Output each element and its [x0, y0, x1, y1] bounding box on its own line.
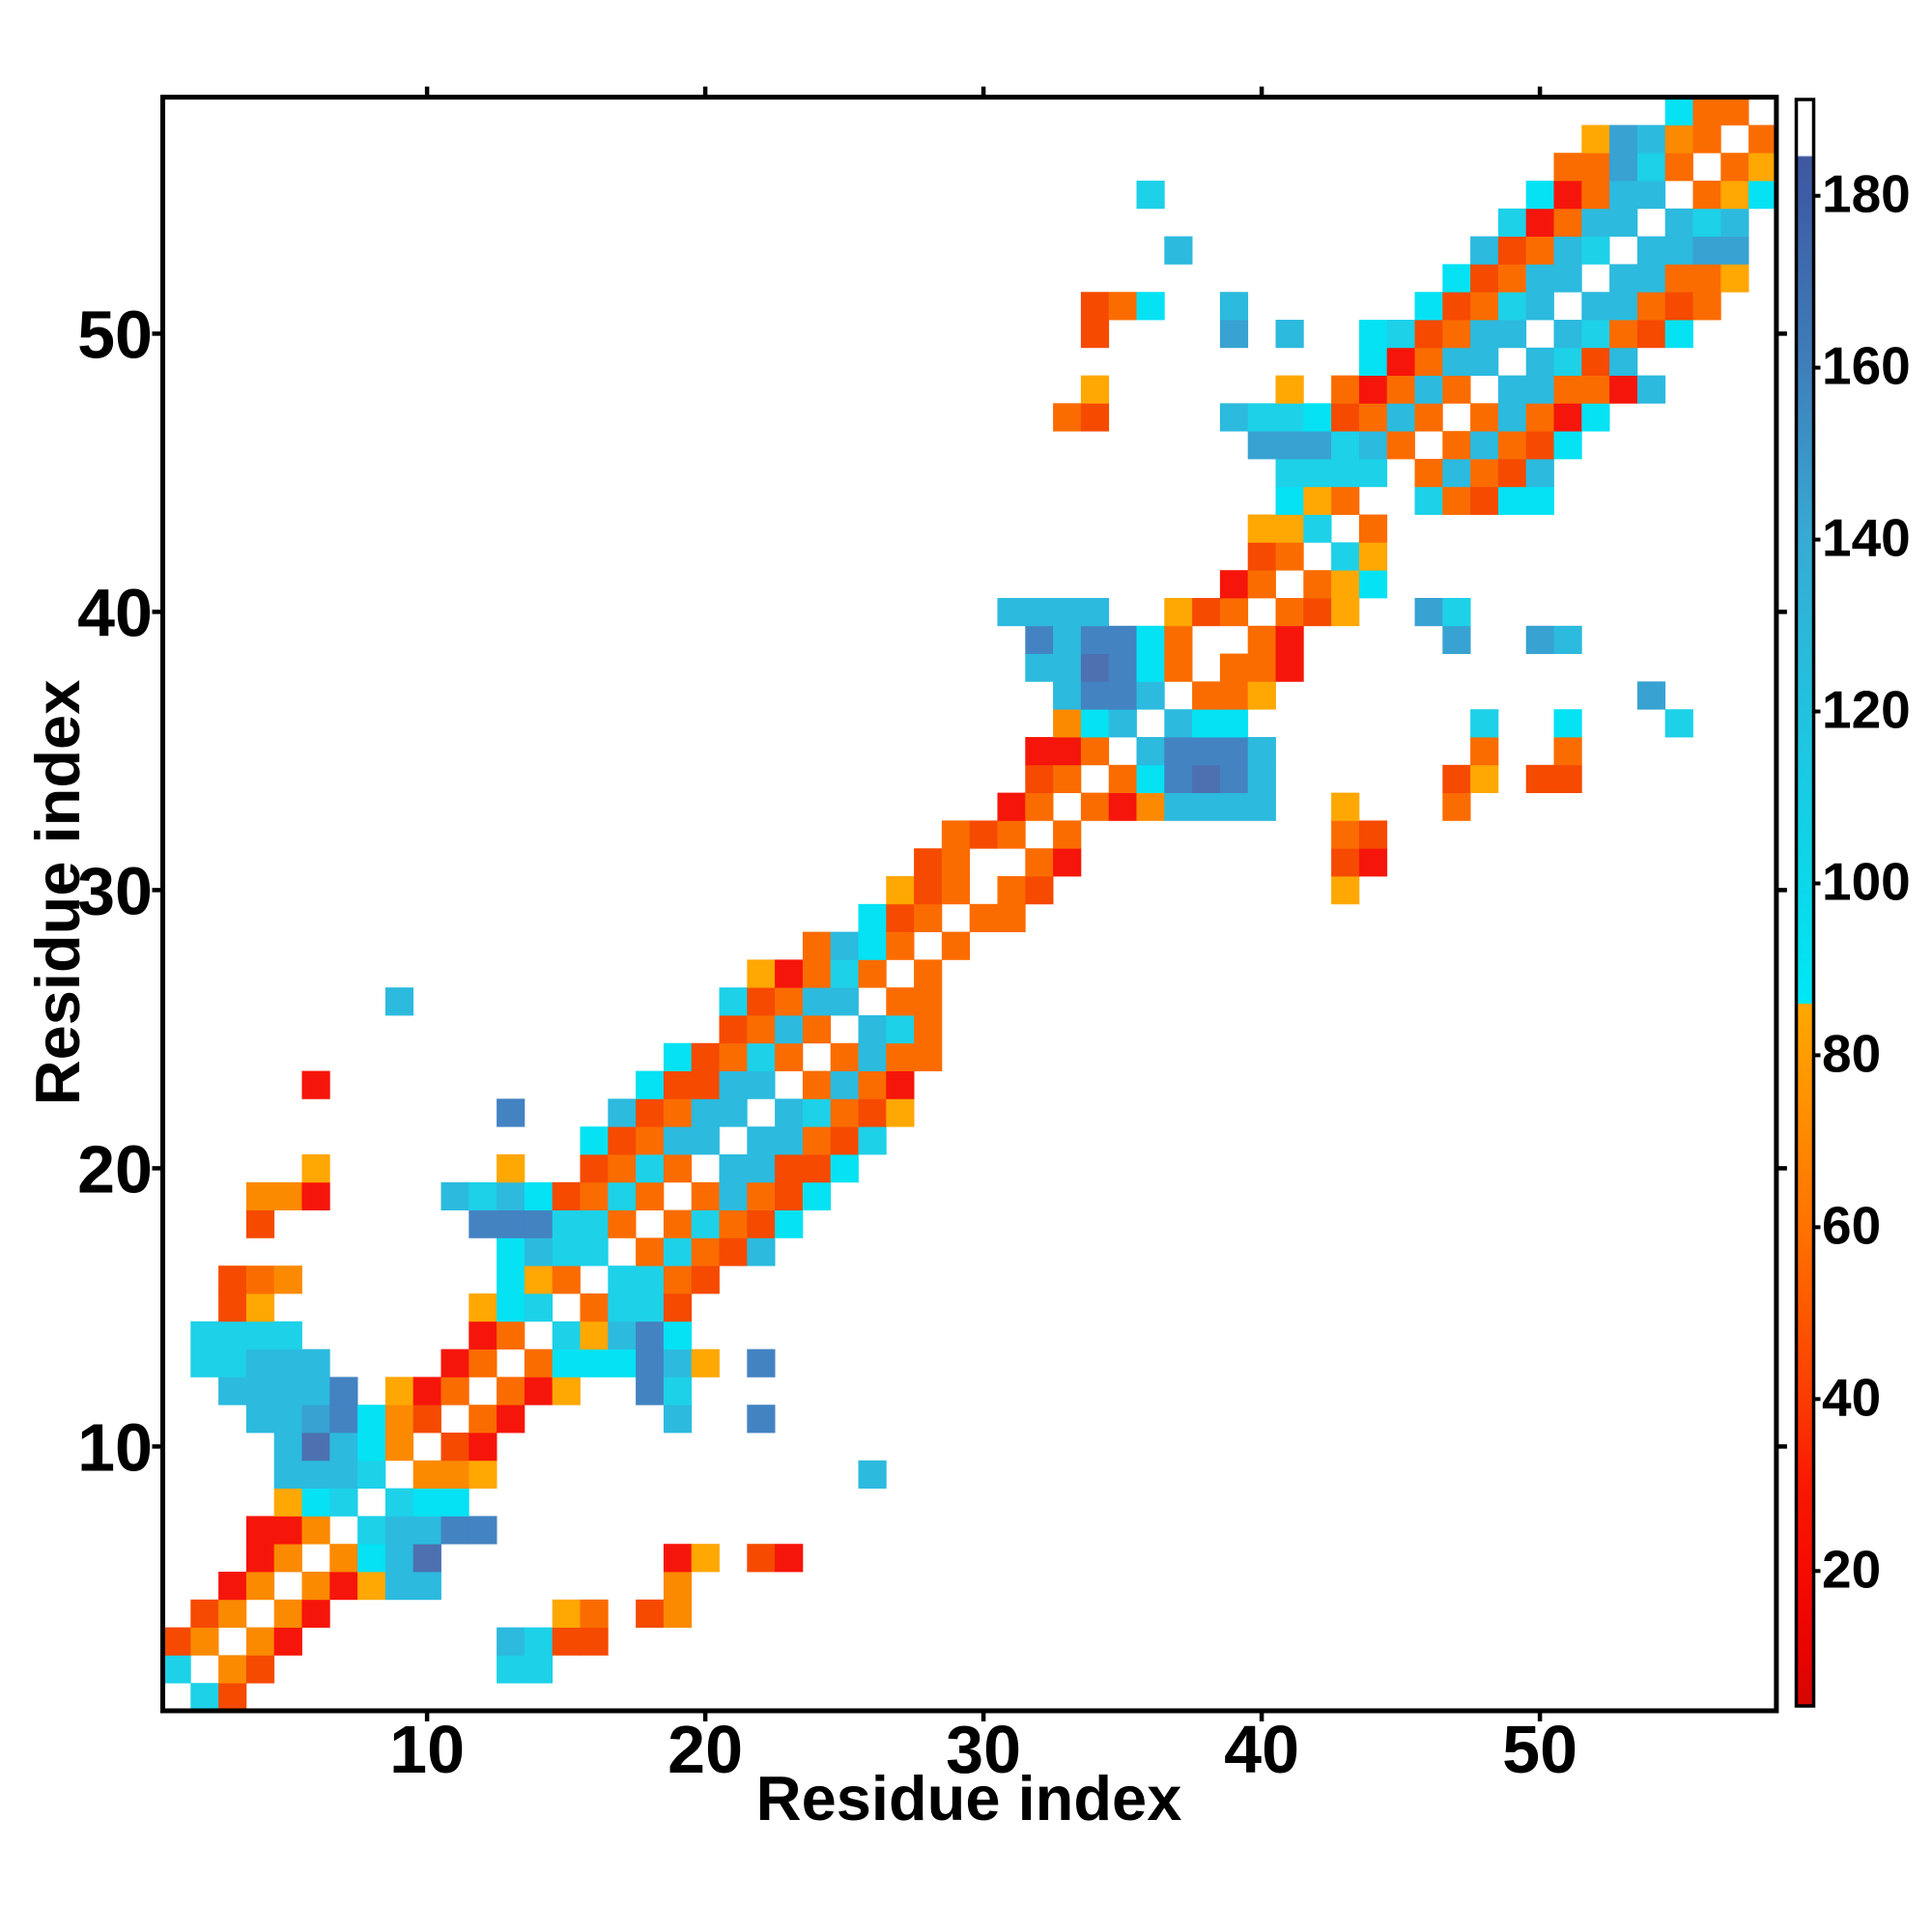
svg-text:40: 40: [77, 575, 153, 650]
svg-text:10: 10: [389, 1712, 465, 1787]
svg-text:40: 40: [1224, 1712, 1299, 1787]
svg-text:50: 50: [1502, 1712, 1577, 1787]
svg-text:10: 10: [77, 1409, 153, 1485]
svg-text:180: 180: [1822, 164, 1911, 224]
svg-text:50: 50: [77, 297, 153, 372]
svg-text:20: 20: [1822, 1539, 1881, 1599]
svg-text:120: 120: [1822, 680, 1911, 740]
svg-text:60: 60: [1822, 1195, 1881, 1255]
svg-text:20: 20: [77, 1131, 153, 1207]
svg-text:140: 140: [1822, 508, 1911, 568]
svg-text:30: 30: [946, 1712, 1021, 1787]
svg-text:40: 40: [1822, 1367, 1881, 1427]
svg-text:30: 30: [77, 853, 153, 928]
svg-text:80: 80: [1822, 1023, 1881, 1083]
svg-text:100: 100: [1822, 852, 1911, 912]
svg-text:Residue index: Residue index: [756, 1763, 1182, 1833]
svg-text:20: 20: [668, 1712, 743, 1787]
svg-text:160: 160: [1822, 336, 1911, 396]
svg-text:Residue index: Residue index: [22, 680, 93, 1106]
